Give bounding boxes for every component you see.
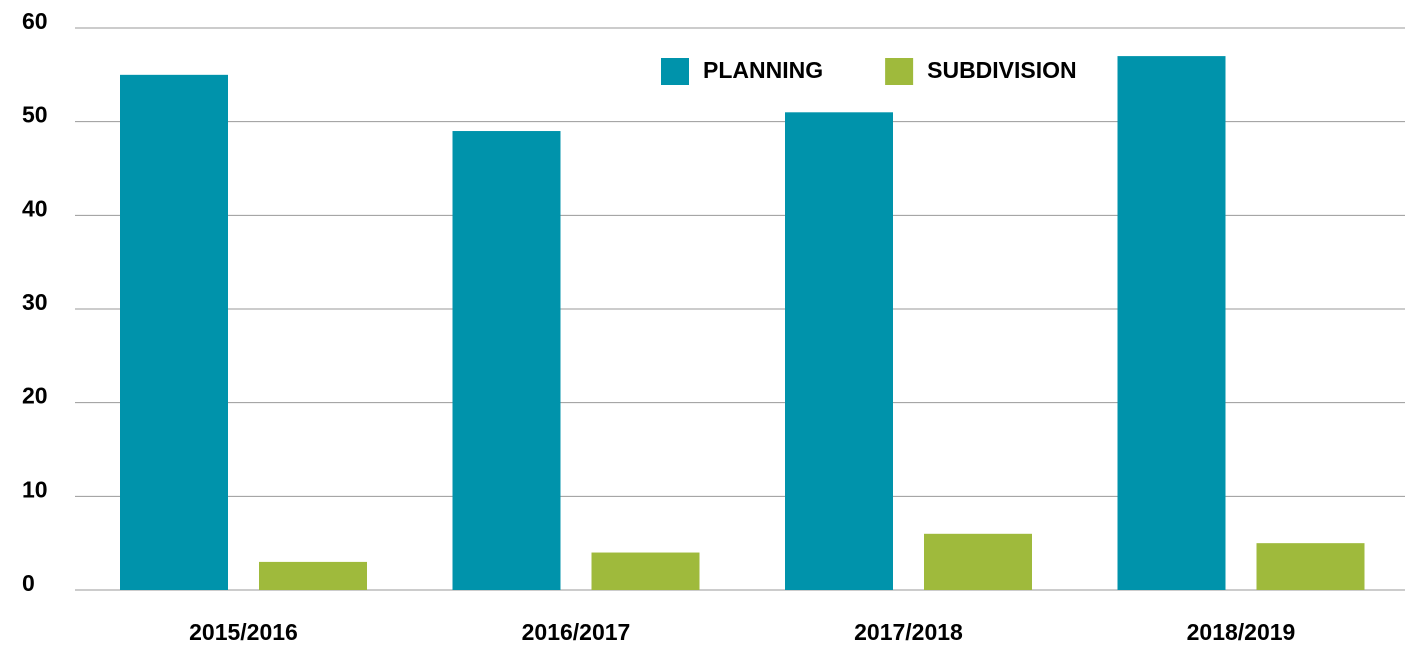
y-tick-label: 0	[22, 570, 35, 596]
y-tick-label: 50	[22, 102, 48, 128]
legend-label: SUBDIVISION	[927, 57, 1077, 83]
bar	[452, 131, 561, 591]
bar	[120, 74, 228, 591]
bar	[924, 533, 1032, 590]
x-tick-label: 2015/2016	[189, 619, 298, 645]
bar	[1117, 56, 1226, 591]
y-tick-label: 10	[22, 476, 48, 502]
bar	[1256, 543, 1365, 590]
x-tick-label: 2018/2019	[1187, 619, 1296, 645]
y-tick-label: 40	[22, 195, 48, 221]
y-tick-label: 60	[22, 8, 48, 34]
y-tick-label: 20	[22, 383, 48, 409]
legend-swatch	[661, 58, 689, 85]
bar	[785, 112, 893, 591]
legend-label: PLANNING	[703, 57, 823, 83]
bar	[259, 561, 367, 590]
y-tick-label: 30	[22, 289, 48, 315]
x-tick-label: 2016/2017	[522, 619, 631, 645]
x-tick-label: 2017/2018	[854, 619, 963, 645]
legend-swatch	[885, 58, 914, 85]
bar	[591, 552, 700, 590]
